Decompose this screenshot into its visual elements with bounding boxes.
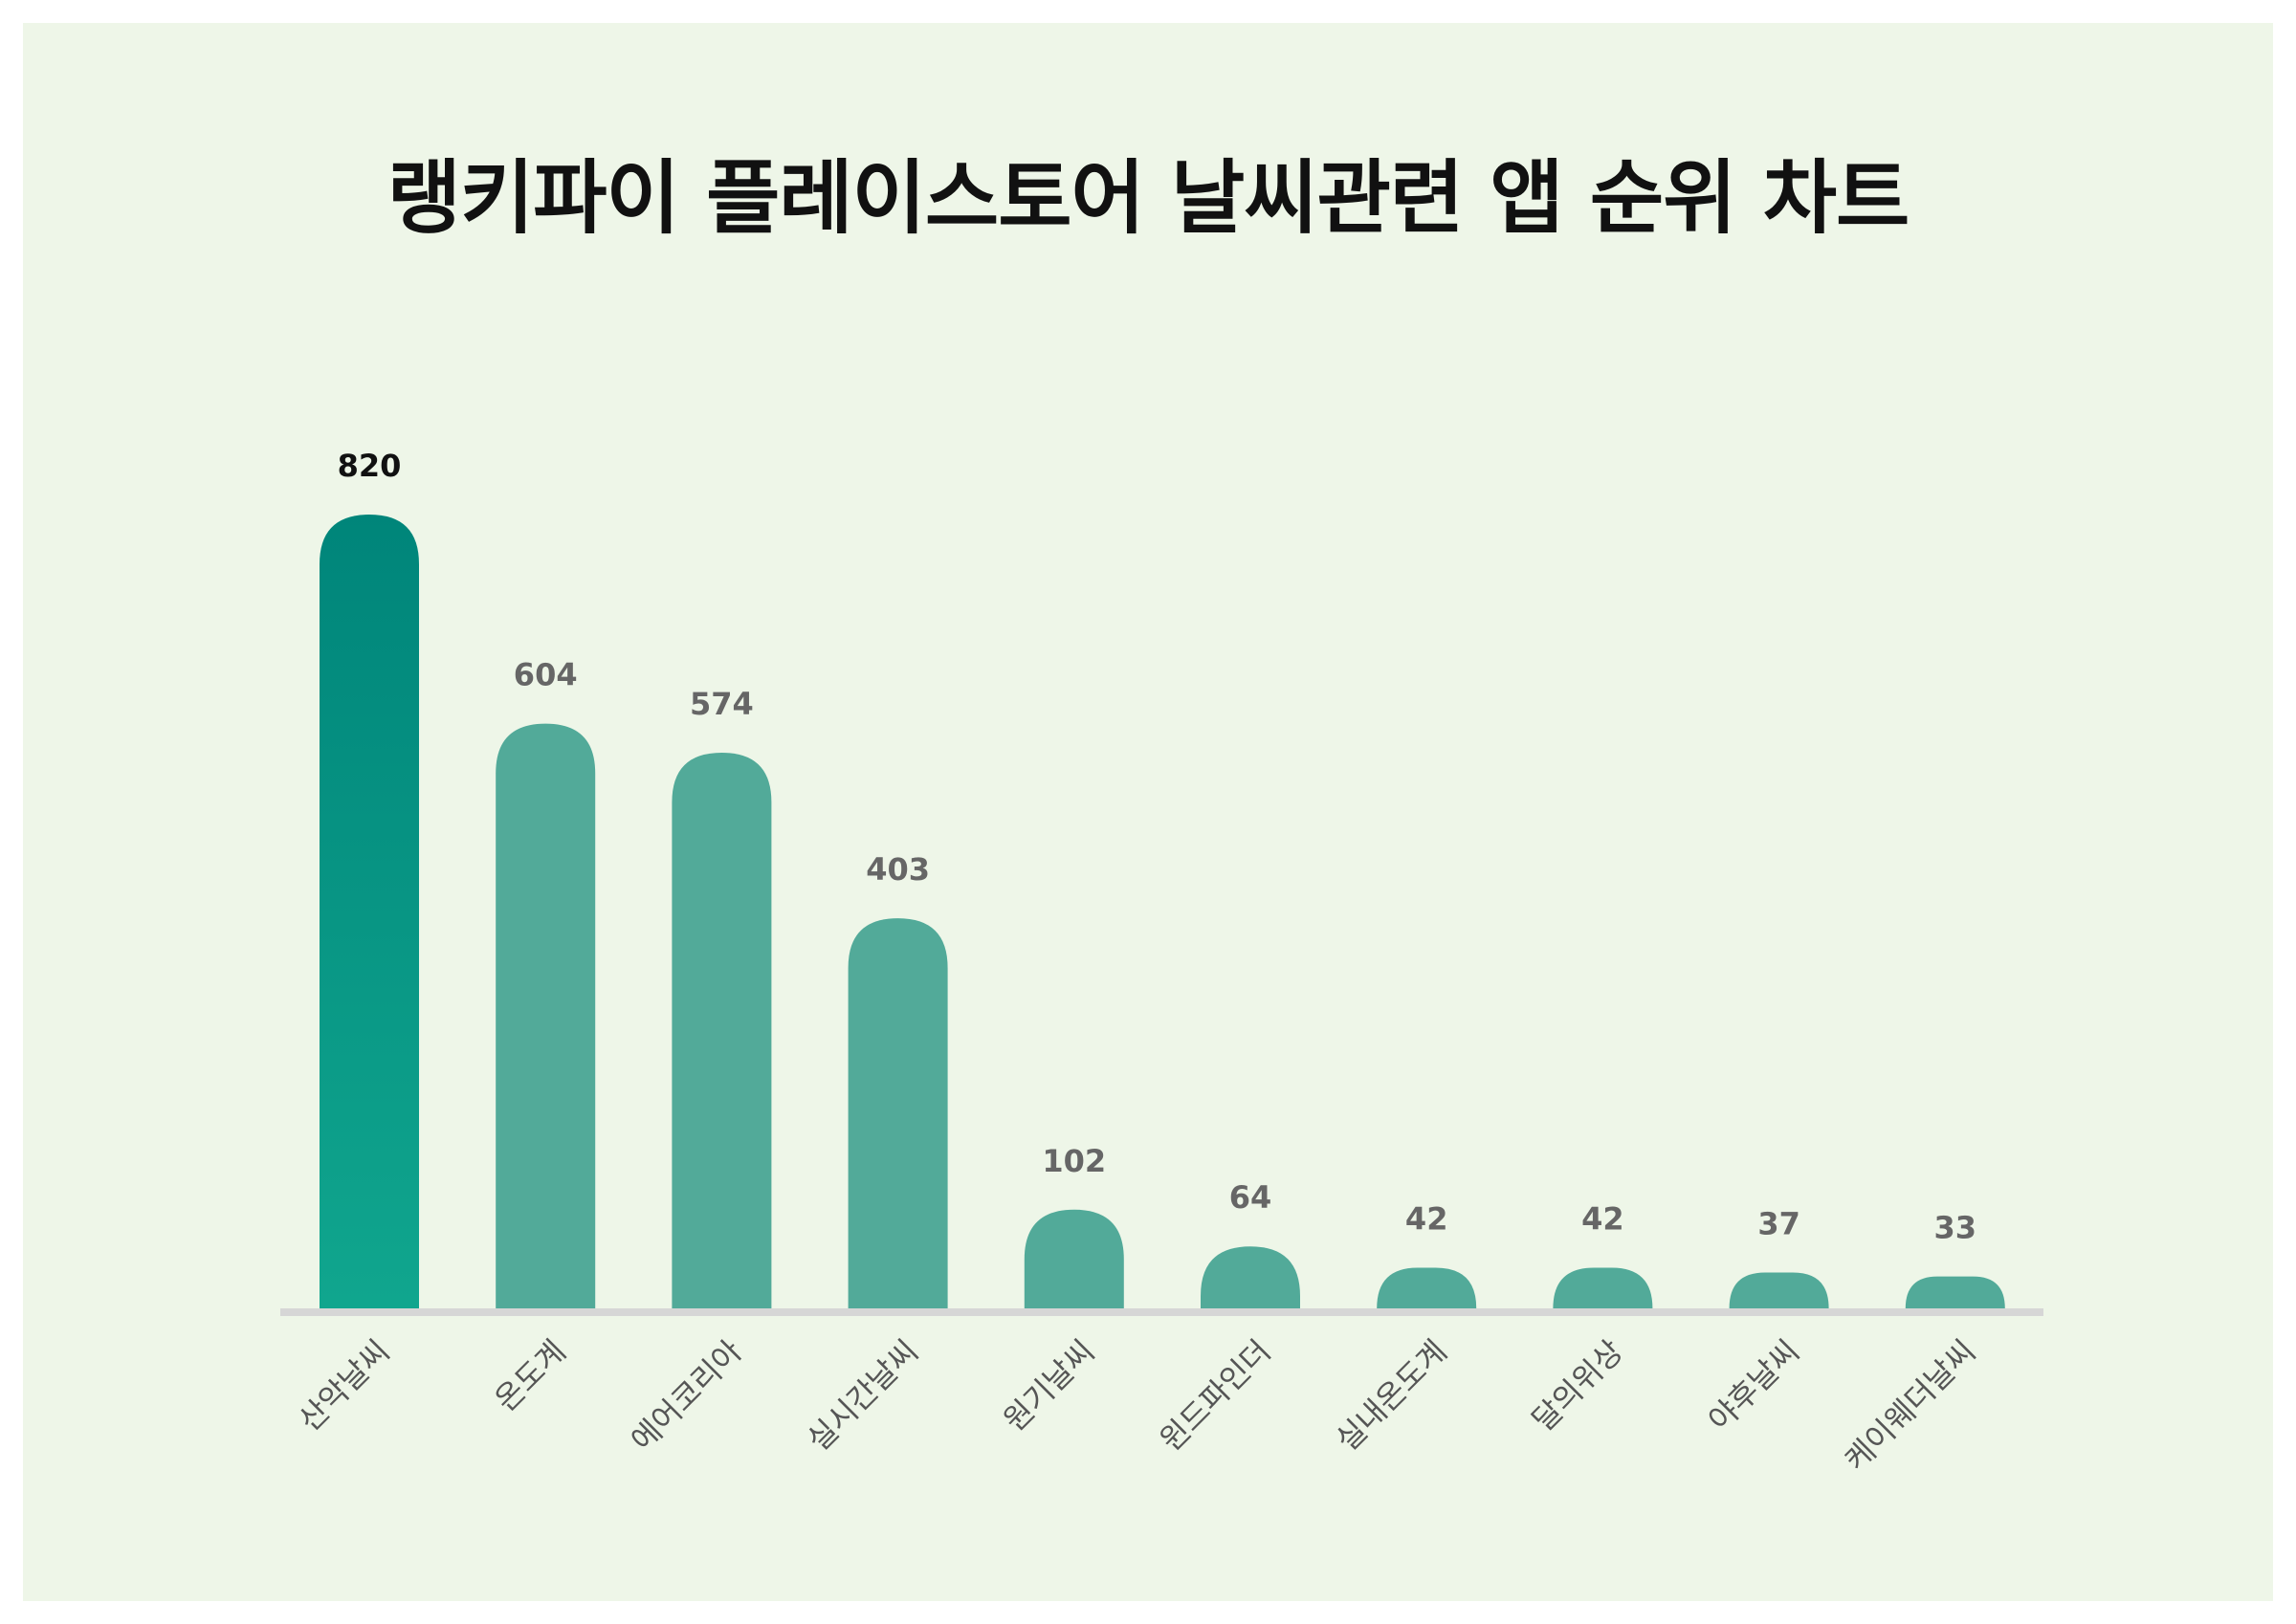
value-label-10: 33 xyxy=(1934,1210,1977,1246)
category-labels-layer: 산악날씨 온도계 에어코리아 실시간날씨 원기날씨 윈드파인더 실내온도계 달의위상 야후날씨 케… xyxy=(291,1333,1982,1479)
category-label-2: 온도계 xyxy=(487,1333,572,1418)
bar-9 xyxy=(1729,1272,1829,1308)
value-label-9: 37 xyxy=(1757,1206,1800,1242)
bar-6 xyxy=(1201,1246,1300,1308)
value-labels-layer: 820 604 574 403 102 64 42 42 37 33 xyxy=(338,448,1976,1246)
bar-2 xyxy=(496,723,596,1308)
value-label-1: 820 xyxy=(338,448,402,484)
category-label-10: 케이웨더날씨 xyxy=(1838,1333,1983,1479)
value-label-2: 604 xyxy=(514,657,578,693)
category-label-4: 실시간날씨 xyxy=(800,1333,925,1459)
category-label-7: 실내온도계 xyxy=(1329,1333,1454,1459)
value-label-3: 574 xyxy=(690,686,754,722)
category-label-9: 야후날씨 xyxy=(1701,1333,1806,1438)
bar-1 xyxy=(320,515,419,1308)
category-label-6: 윈드파인더 xyxy=(1153,1333,1278,1459)
category-label-8: 달의위상 xyxy=(1525,1333,1630,1438)
bar-4 xyxy=(848,918,948,1308)
bar-7 xyxy=(1377,1267,1477,1308)
bar-5 xyxy=(1024,1209,1124,1308)
value-label-7: 42 xyxy=(1405,1200,1448,1237)
category-label-1: 산악날씨 xyxy=(291,1333,396,1438)
category-label-5: 원기날씨 xyxy=(996,1333,1101,1438)
bars-layer xyxy=(320,515,2005,1308)
chart-title: 랭키파이 플레이스토어 날씨관련 앱 순위 차트 xyxy=(386,151,1910,245)
category-label-3: 에어코리아 xyxy=(624,1333,749,1459)
value-label-6: 64 xyxy=(1229,1179,1272,1216)
bar-10 xyxy=(1905,1276,2005,1308)
value-label-5: 102 xyxy=(1042,1143,1106,1179)
value-label-8: 42 xyxy=(1581,1200,1624,1237)
bar-3 xyxy=(672,753,772,1308)
value-label-4: 403 xyxy=(866,851,930,888)
bar-8 xyxy=(1553,1267,1653,1308)
